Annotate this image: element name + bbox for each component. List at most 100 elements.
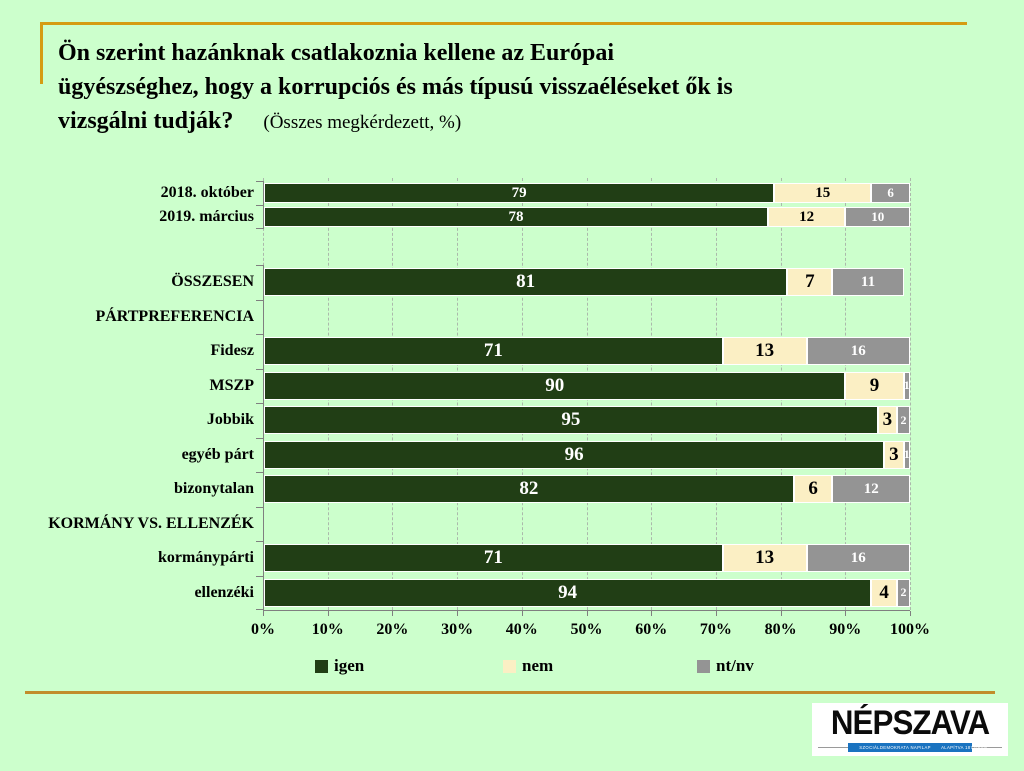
category-label: Jobbik <box>206 411 254 429</box>
bar-value-label: 2 <box>900 585 907 600</box>
table-row: 2019. március 78 12 10 <box>159 205 910 229</box>
bar-segment-igen: 82 <box>264 475 794 504</box>
nepszava-tagline-band: SZOCIÁLDEMOKRATA NAPILAP ALAPÍTVA 1873-B… <box>818 743 1002 752</box>
table-row: bizonytalan 82 6 12 <box>174 472 910 507</box>
bar-segment-nem: 3 <box>884 440 904 469</box>
bar-segment-igen: 94 <box>264 578 872 607</box>
bar-value-label: 96 <box>564 443 584 465</box>
category-tick <box>256 265 264 266</box>
table-row: KORMÁNY VS. ELLENZÉK <box>48 507 910 542</box>
bar-segment-nem: 13 <box>722 544 807 573</box>
x-axis-tick <box>910 611 911 616</box>
stacked-bar: 79 15 6 <box>264 183 910 203</box>
bar-value-label: 1 <box>903 378 910 393</box>
bar-value-label: 16 <box>850 549 866 566</box>
bar-segment-nem: 4 <box>871 578 898 607</box>
category-label: egyéb párt <box>181 445 254 463</box>
table-row: ellenzéki 94 4 2 <box>194 576 910 611</box>
nepszava-tagline-right: ALAPÍTVA 1873-BAN <box>941 744 988 751</box>
category-tick <box>256 472 264 473</box>
bar-segment-nt-nv: 16 <box>806 337 910 366</box>
x-axis-tick <box>651 611 653 616</box>
category-label: ellenzéki <box>194 583 254 601</box>
title-line-3-text: vizsgálni tudják? <box>58 108 234 134</box>
bar-value-label: 13 <box>755 547 775 569</box>
bar-value-label: 82 <box>519 478 539 500</box>
table-row: MSZP 90 9 1 <box>210 369 910 404</box>
nepszava-tagline-left: SZOCIÁLDEMOKRATA NAPILAP <box>859 744 931 751</box>
stacked-bar: 94 4 2 <box>264 578 910 607</box>
table-row: Fidesz 71 13 16 <box>210 334 910 369</box>
x-axis-label: 70% <box>699 621 732 638</box>
legend-label: igen <box>334 656 365 675</box>
stacked-bar: 95 3 2 <box>264 406 910 435</box>
category-label: Fidesz <box>210 342 254 360</box>
bar-group-1: ÖSSZESEN 81 7 11 PÁRTPREFERENCIA Fidesz 71 13 16… <box>48 265 910 611</box>
bar-value-label: 6 <box>887 185 894 200</box>
nepszava-logo: NÉPSZAVA SZOCIÁLDEMOKRATA NAPILAP ALAPÍT… <box>812 703 1008 756</box>
bar-segment-nt-nv: 2 <box>897 578 910 607</box>
bar-segment-igen: 96 <box>264 440 885 469</box>
bar-segment-nem: 15 <box>774 183 872 203</box>
x-axis-label: 60% <box>635 621 668 638</box>
legend-label: nt/nv <box>716 656 754 675</box>
title-line-2: ügyészséghez, hogy a korrupciós és más t… <box>58 74 733 100</box>
top-accent-line <box>40 22 967 25</box>
bar-value-label: 90 <box>545 374 565 396</box>
legend-item-nem: nem <box>503 656 553 676</box>
bar-value-label: 13 <box>755 340 775 362</box>
x-axis-label: 90% <box>829 621 862 638</box>
bar-segment-igen: 90 <box>264 371 846 400</box>
legend-label: nem <box>522 656 554 675</box>
bar-segment-nem: 13 <box>722 337 807 366</box>
page-title: Ön szerint hazánknak csatlakoznia kellen… <box>58 36 978 140</box>
table-row: PÁRTPREFERENCIA <box>95 300 910 335</box>
category-tick <box>256 506 264 508</box>
bar-value-label: 12 <box>863 480 879 497</box>
x-axis-label: 0% <box>251 621 275 638</box>
bar-segment-nem: 12 <box>767 207 846 227</box>
bar-value-label: 4 <box>879 581 889 603</box>
x-axis-tick <box>715 611 717 616</box>
bar-value-label: 94 <box>558 581 578 603</box>
table-row: egyéb párt 96 3 1 <box>182 438 910 473</box>
x-axis-tick <box>392 611 394 616</box>
bar-segment-nem: 7 <box>787 268 833 297</box>
x-axis-tick <box>780 611 782 616</box>
stacked-bar: 81 7 11 <box>264 268 910 297</box>
bar-value-label: 95 <box>561 409 581 431</box>
category-tick <box>256 181 264 182</box>
x-axis-tick <box>327 611 329 616</box>
publicus-logo: Publicus Research <box>12 698 212 764</box>
bar-value-label: 7 <box>805 271 815 293</box>
bar-value-label: 79 <box>511 184 527 201</box>
bar-value-label: 9 <box>869 374 880 396</box>
category-label: KORMÁNY VS. ELLENZÉK <box>48 514 254 532</box>
bar-segment-nem: 9 <box>845 371 904 400</box>
x-axis-label: 30% <box>441 621 474 638</box>
legend-item-igen: igen <box>315 656 364 676</box>
category-tick <box>256 609 264 610</box>
category-tick <box>256 205 264 206</box>
left-accent-line <box>40 22 43 84</box>
table-row: Jobbik 95 3 2 <box>207 403 910 438</box>
bottom-accent-line <box>25 691 995 694</box>
bar-segment-nt-nv: 12 <box>832 475 910 504</box>
bar-value-label: 81 <box>516 271 536 293</box>
category-label: kormánypárti <box>158 549 254 567</box>
category-label: MSZP <box>209 376 254 394</box>
x-axis-line <box>263 610 910 611</box>
title-line-3: vizsgálni tudják? (Összes megkérdezett, %… <box>58 104 978 140</box>
bar-value-label: 16 <box>850 342 866 359</box>
bar-value-label: 3 <box>889 443 899 465</box>
bar-segment-igen: 79 <box>264 183 775 203</box>
bar-segment-nt-nv: 2 <box>897 406 910 435</box>
table-row: ÖSSZESEN 81 7 11 <box>171 265 910 300</box>
category-tick <box>256 437 264 439</box>
bar-value-label: 78 <box>508 208 524 225</box>
bar-value-label: 12 <box>799 208 815 225</box>
category-label: ÖSSZESEN <box>171 273 254 291</box>
stacked-bar: 71 13 16 <box>264 544 910 573</box>
x-axis-tick <box>586 611 588 616</box>
